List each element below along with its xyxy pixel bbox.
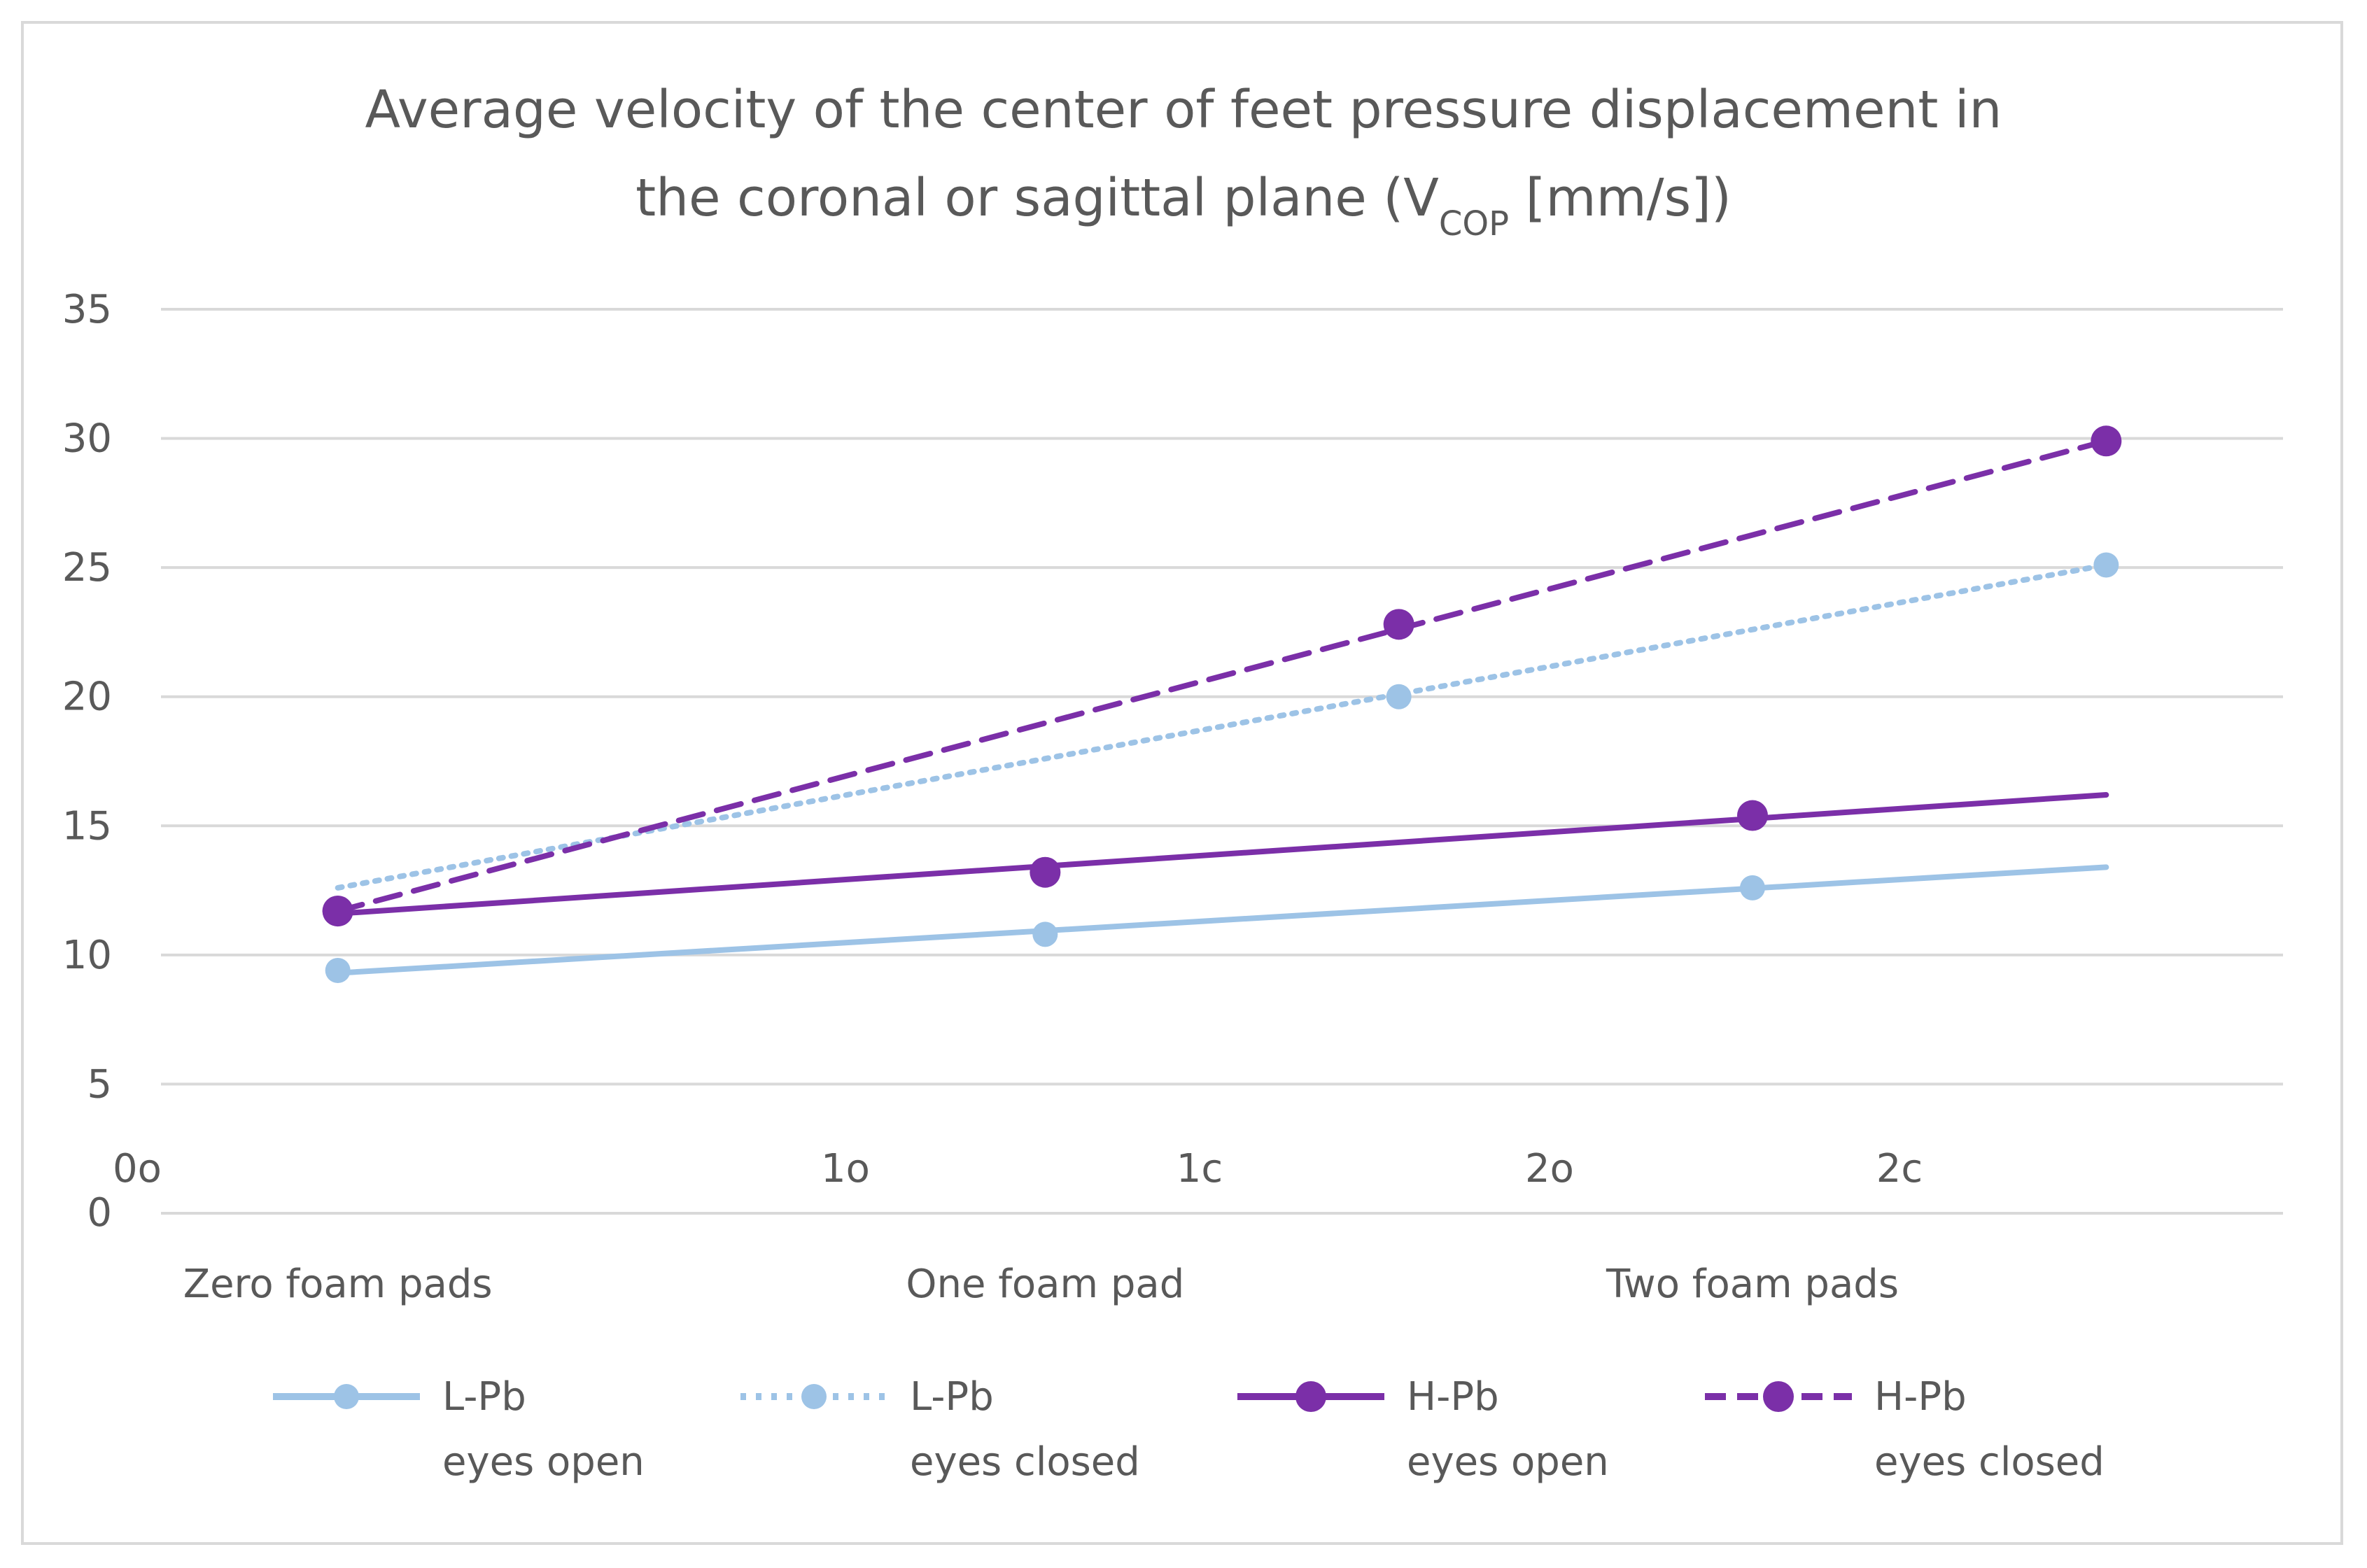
x-category-label-two-foam-pads: Two foam pads bbox=[1606, 1262, 1899, 1307]
series-l-pb-eyes-closed bbox=[335, 552, 2119, 891]
legend: L-Pb eyes open L-Pb eyes closed H-Pb eyes ope… bbox=[273, 1374, 2105, 1485]
series-h-pb-eyes-closed-line bbox=[335, 438, 2109, 914]
chart-title-line2: the coronal or sagittal plane (VCOP [mm/… bbox=[635, 168, 1732, 243]
x-axis-ticks: 0o 1o 1c 2o 2c Zero foam pads One foam pad Two … bbox=[113, 1146, 1923, 1307]
y-tick-label-0: 0 bbox=[87, 1190, 112, 1236]
legend-item-h-pb-eyes-open: H-Pb eyes open bbox=[1237, 1374, 1609, 1485]
series-h-pb-eyes-closed bbox=[322, 425, 2122, 927]
y-axis-ticks: 0 5 10 15 20 25 30 35 bbox=[62, 287, 112, 1236]
series-h-pb-eyes-closed-point-2 bbox=[2091, 425, 2122, 457]
legend-item-h-pb-eyes-open-label-line2: eyes open bbox=[1407, 1439, 1609, 1485]
series-h-pb-eyes-closed-point-1 bbox=[1383, 609, 1414, 640]
x-secondary-label-2o: 2o bbox=[1525, 1146, 1574, 1192]
legend-item-h-pb-eyes-closed: H-Pb eyes closed bbox=[1705, 1374, 2105, 1485]
legend-item-h-pb-eyes-open-swatch-marker bbox=[1295, 1381, 1326, 1412]
series-lines bbox=[322, 425, 2122, 984]
series-l-pb-eyes-closed-line bbox=[335, 562, 2109, 891]
legend-item-l-pb-eyes-closed-label-line2: eyes closed bbox=[910, 1439, 1140, 1485]
gridlines bbox=[161, 308, 2283, 1215]
legend-item-l-pb-eyes-closed: L-Pb eyes closed bbox=[740, 1374, 1140, 1485]
series-l-pb-eyes-open bbox=[325, 864, 2109, 984]
legend-item-l-pb-eyes-closed-swatch-marker bbox=[801, 1384, 827, 1409]
y-tick-label-5: 5 bbox=[87, 1061, 112, 1107]
series-l-pb-eyes-open-point-2 bbox=[1740, 875, 1765, 900]
legend-item-h-pb-eyes-closed-label-line2: eyes closed bbox=[1874, 1439, 2105, 1485]
series-h-pb-eyes-open-point-1 bbox=[1030, 856, 1061, 888]
y-tick-label-20: 20 bbox=[62, 674, 112, 720]
legend-item-l-pb-eyes-open-swatch-marker bbox=[334, 1384, 359, 1409]
series-h-pb-eyes-open-line bbox=[335, 791, 2109, 917]
y-tick-label-10: 10 bbox=[62, 933, 112, 978]
series-h-pb-eyes-open bbox=[322, 791, 2109, 927]
x-secondary-label-2c: 2c bbox=[1876, 1146, 1923, 1192]
y-tick-label-15: 15 bbox=[62, 803, 112, 849]
y-tick-label-35: 35 bbox=[62, 287, 112, 332]
y-tick-label-25: 25 bbox=[62, 545, 112, 591]
series-h-pb-eyes-open-point-2 bbox=[1737, 800, 1768, 831]
series-l-pb-eyes-open-point-0 bbox=[325, 958, 351, 984]
y-tick-label-30: 30 bbox=[62, 416, 112, 462]
legend-item-l-pb-eyes-open-label-line2: eyes open bbox=[442, 1439, 645, 1485]
series-l-pb-eyes-open-point-1 bbox=[1032, 921, 1058, 947]
x-secondary-label-1o: 1o bbox=[821, 1146, 870, 1192]
chart-title-line1: Average velocity of the center of feet p… bbox=[365, 80, 2002, 140]
legend-item-l-pb-eyes-open-label-line1: L-Pb bbox=[442, 1374, 526, 1420]
series-l-pb-eyes-closed-point-0 bbox=[1386, 684, 1412, 709]
x-category-label-one-foam-pad: One foam pad bbox=[906, 1262, 1184, 1307]
series-l-pb-eyes-closed-point-1 bbox=[2093, 552, 2119, 578]
legend-item-l-pb-eyes-closed-label-line1: L-Pb bbox=[910, 1374, 994, 1420]
legend-item-l-pb-eyes-open: L-Pb eyes open bbox=[273, 1374, 645, 1485]
chart-frame bbox=[21, 21, 2343, 1545]
series-h-pb-eyes-closed-point-0 bbox=[322, 896, 353, 927]
x-secondary-label-0o: 0o bbox=[113, 1146, 162, 1192]
x-category-label-zero-foam-pads: Zero foam pads bbox=[183, 1262, 493, 1307]
x-secondary-label-1c: 1c bbox=[1177, 1146, 1223, 1192]
legend-item-h-pb-eyes-closed-label-line1: H-Pb bbox=[1874, 1374, 1967, 1420]
series-l-pb-eyes-open-line bbox=[335, 864, 2109, 976]
legend-item-h-pb-eyes-open-label-line1: H-Pb bbox=[1407, 1374, 1499, 1420]
legend-item-h-pb-eyes-closed-swatch-marker bbox=[1763, 1381, 1794, 1412]
